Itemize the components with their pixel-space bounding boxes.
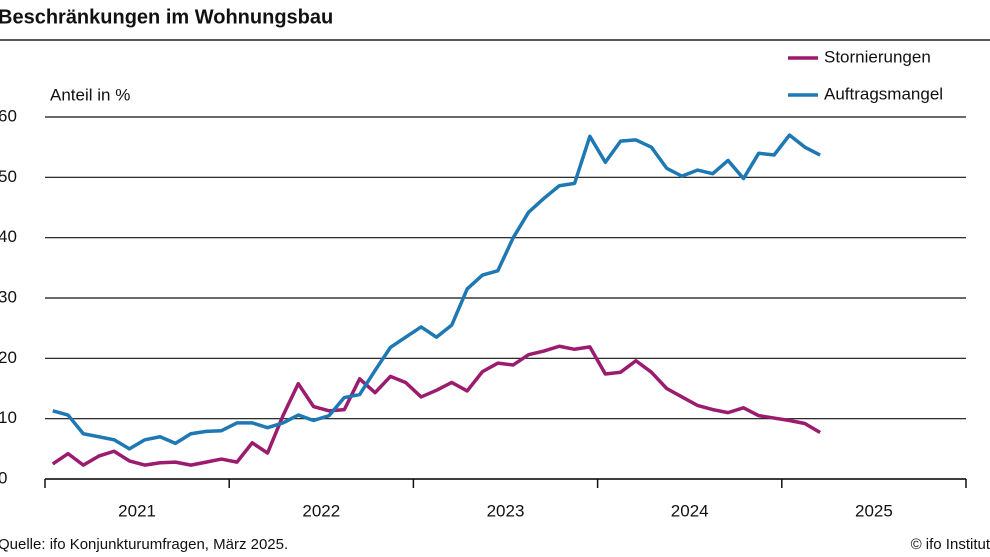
source: Quelle: ifo Konjunkturumfragen, März 202… xyxy=(0,536,288,553)
x-tick-label: 2023 xyxy=(487,501,525,520)
y-tick-label: 30 xyxy=(0,287,17,306)
y-tick-label: 20 xyxy=(0,348,17,367)
x-tick-label: 2025 xyxy=(855,501,893,520)
x-tick-label: 2021 xyxy=(118,501,156,520)
y-tick-label: 40 xyxy=(0,227,17,246)
credit: © ifo Institut xyxy=(911,536,990,553)
x-tick-label: 2022 xyxy=(302,501,340,520)
y-axis-label: Anteil in % xyxy=(50,85,130,104)
y-tick-label: 0 xyxy=(0,468,7,487)
y-tick-label: 60 xyxy=(0,106,17,125)
chart-title: Beschränkungen im Wohnungsbau xyxy=(0,6,333,28)
series-line xyxy=(51,344,822,467)
x-tick-label: 2024 xyxy=(671,501,709,520)
legend-label: Auftragsmangel xyxy=(824,84,943,103)
y-tick-label: 10 xyxy=(0,408,17,427)
y-tick-label: 50 xyxy=(0,167,17,186)
legend-label: Stornierungen xyxy=(824,47,931,66)
series-line xyxy=(52,133,821,451)
